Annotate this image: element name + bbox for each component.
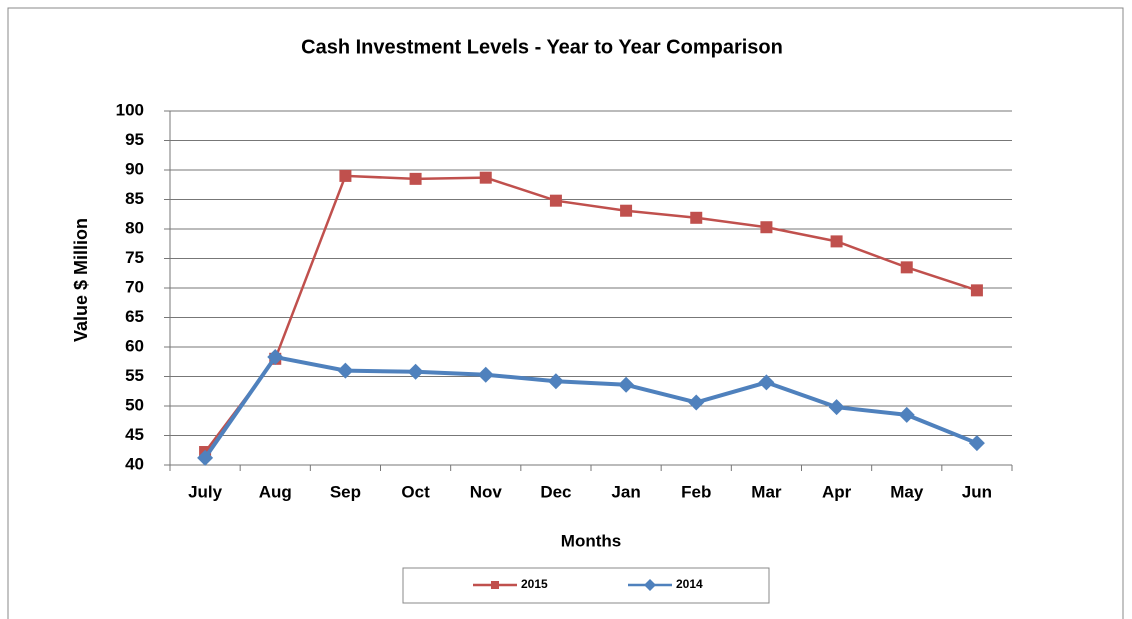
x-tick-label: Sep bbox=[330, 482, 361, 501]
y-tick-label: 100 bbox=[116, 100, 144, 119]
x-tick-label: Oct bbox=[401, 482, 430, 501]
point bbox=[900, 261, 913, 274]
legend-marker bbox=[491, 581, 499, 589]
y-tick-label: 95 bbox=[125, 130, 144, 149]
point bbox=[690, 211, 703, 224]
point bbox=[968, 435, 985, 452]
point bbox=[409, 172, 422, 185]
point bbox=[688, 394, 705, 411]
point bbox=[339, 169, 352, 182]
y-tick-label: 60 bbox=[125, 336, 144, 355]
x-axis-label: Months bbox=[561, 531, 621, 550]
y-tick-label: 50 bbox=[125, 395, 144, 414]
y-tick-label: 85 bbox=[125, 189, 144, 208]
point bbox=[337, 362, 354, 379]
y-tick-label: 70 bbox=[125, 277, 144, 296]
frame bbox=[7, 7, 1124, 619]
y-tick-label: 55 bbox=[125, 366, 144, 385]
point bbox=[197, 449, 214, 466]
point bbox=[479, 171, 492, 184]
series-line bbox=[204, 174, 978, 453]
x-tick-label: May bbox=[890, 482, 924, 501]
x-tick-label: Nov bbox=[470, 482, 503, 501]
legend bbox=[402, 567, 770, 604]
y-tick-label: 80 bbox=[125, 218, 144, 237]
point bbox=[267, 349, 284, 366]
chart-title: Cash Investment Levels - Year to Year Co… bbox=[301, 36, 783, 58]
point bbox=[618, 376, 635, 393]
y-tick-label: 40 bbox=[125, 454, 144, 473]
point bbox=[898, 406, 915, 423]
x-tick-label: July bbox=[188, 482, 223, 501]
y-tick-label: 75 bbox=[125, 248, 144, 267]
legend-label: 2014 bbox=[676, 577, 703, 591]
point bbox=[760, 221, 773, 234]
y-tick-label: 45 bbox=[125, 425, 144, 444]
point bbox=[477, 366, 494, 383]
point bbox=[758, 374, 775, 391]
x-tick-label: Mar bbox=[751, 482, 782, 501]
x-tick-label: Jan bbox=[611, 482, 640, 501]
x-tick-label: Aug bbox=[259, 482, 292, 501]
series-line bbox=[203, 354, 978, 460]
point bbox=[830, 235, 843, 248]
legend-label: 2015 bbox=[521, 577, 548, 591]
point bbox=[620, 204, 633, 217]
point bbox=[828, 399, 845, 416]
point bbox=[970, 284, 983, 297]
y-tick-label: 65 bbox=[125, 307, 144, 326]
point bbox=[549, 194, 562, 207]
x-tick-label: Apr bbox=[822, 482, 852, 501]
x-tick-label: Dec bbox=[540, 482, 571, 501]
x-tick-label: Jun bbox=[962, 482, 992, 501]
y-axis-label: Value $ Million bbox=[71, 218, 91, 342]
point bbox=[547, 373, 564, 390]
y-tick-label: 90 bbox=[125, 159, 144, 178]
point bbox=[407, 363, 424, 380]
x-tick-label: Feb bbox=[681, 482, 711, 501]
legend-marker bbox=[644, 579, 656, 591]
